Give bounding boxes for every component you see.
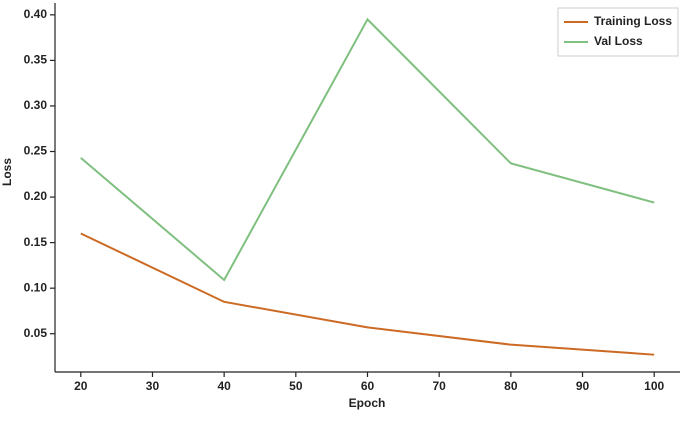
x-axis-label: Epoch [349,396,386,410]
y-tick-label: 0.40 [24,7,48,21]
y-tick-label: 0.35 [24,53,48,67]
y-tick-label: 0.15 [24,235,48,249]
y-axis-label: Loss [0,158,14,186]
line-series [80,232,655,356]
y-tick-label: 0.30 [24,98,48,112]
legend-box [557,7,679,57]
legend-label: Training Loss [594,14,672,28]
line-series [80,17,655,282]
y-tick-label: 0.25 [24,144,48,158]
x-tick-label: 30 [146,379,160,393]
x-tick-label: 40 [217,379,231,393]
y-tick-label: 0.10 [24,280,48,294]
x-tick-label: 90 [576,379,590,393]
x-tick-label: 70 [432,379,446,393]
x-tick-label: 20 [74,379,88,393]
y-tick-label: 0.20 [24,189,48,203]
x-tick-label: 80 [504,379,518,393]
x-tick-label: 50 [289,379,303,393]
y-tick-label: 0.05 [24,326,48,340]
x-tick-label: 100 [644,379,664,393]
x-tick-label: 60 [361,379,375,393]
legend-label: Val Loss [594,34,643,48]
